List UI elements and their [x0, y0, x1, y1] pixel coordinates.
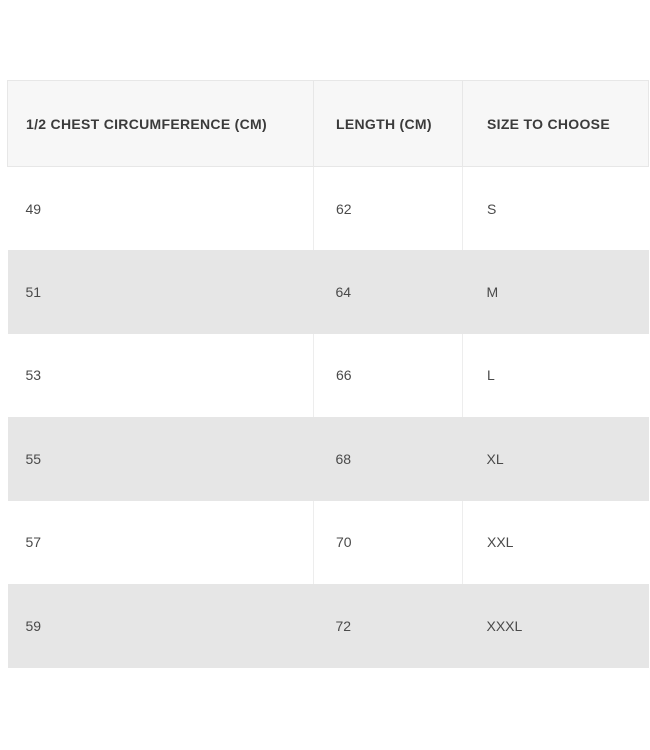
size-chart-table: 1/2 CHEST CIRCUMFERENCE (CM) LENGTH (CM)… — [7, 80, 649, 668]
cell-chest: 51 — [7, 250, 314, 334]
cell-size: XXXL — [462, 584, 649, 668]
header-cell-size-to-choose: SIZE TO CHOOSE — [462, 80, 649, 167]
cell-chest: 55 — [7, 417, 314, 501]
cell-chest: 53 — [7, 333, 314, 417]
cell-size: XXL — [487, 534, 514, 551]
cell-length: 72 — [313, 584, 463, 668]
table-row-size-xxxl: 59 72 XXXL — [7, 584, 649, 668]
table-row-size-xl: 55 68 XL — [7, 417, 649, 501]
header-cell-chest-circumference: 1/2 CHEST CIRCUMFERENCE (CM) — [7, 80, 314, 167]
cell-length: 62 — [313, 166, 463, 250]
cell-chest: 57 — [7, 500, 314, 584]
size-chart-body: 49 62 S 51 64 M 53 66 L 55 68 XL 57 70 — [7, 166, 649, 668]
size-chart-header: 1/2 CHEST CIRCUMFERENCE (CM) LENGTH (CM)… — [7, 80, 649, 167]
table-row-size-l: 53 66 L — [7, 333, 649, 417]
header-cell-length: LENGTH (CM) — [313, 80, 463, 167]
cell-chest: 59 — [7, 584, 314, 668]
table-row-size-xxl: 57 70 XXL — [7, 500, 649, 584]
cell-length: 64 — [313, 250, 463, 334]
table-row-size-m: 51 64 M — [7, 250, 649, 334]
cell-size: M — [462, 250, 649, 334]
cell-length: 68 — [313, 417, 463, 501]
cell-size: S — [487, 200, 497, 217]
cell-size: XL — [462, 417, 649, 501]
cell-length: 70 — [313, 500, 463, 584]
header-row: 1/2 CHEST CIRCUMFERENCE (CM) LENGTH (CM)… — [7, 80, 649, 167]
cell-size: L — [487, 367, 495, 384]
table-row-size-s: 49 62 S — [7, 166, 649, 250]
cell-length: 66 — [313, 333, 463, 417]
cell-chest: 49 — [7, 166, 314, 250]
